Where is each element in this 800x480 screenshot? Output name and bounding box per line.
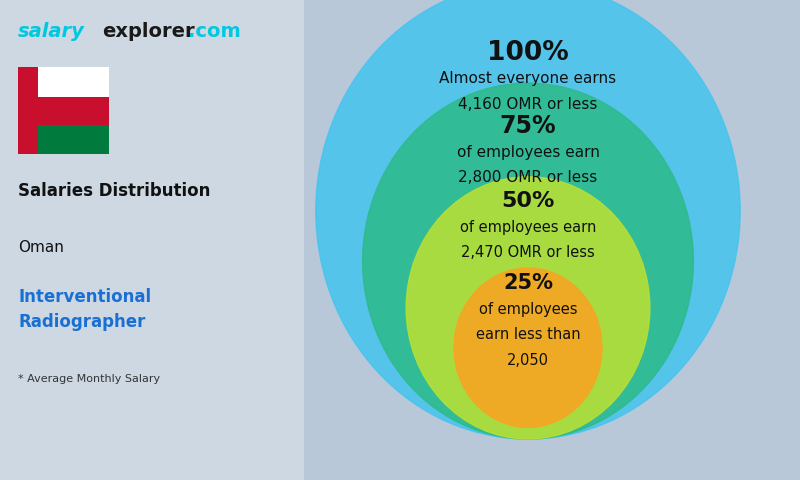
Circle shape [406,177,650,439]
Text: 2,050: 2,050 [507,353,549,368]
Text: 100%: 100% [487,40,569,66]
Text: of employees earn: of employees earn [457,144,599,160]
Text: Salaries Distribution: Salaries Distribution [18,182,210,201]
Bar [38,125,110,154]
Circle shape [316,0,740,439]
Text: * Average Monthly Salary: * Average Monthly Salary [18,374,160,384]
Text: earn less than: earn less than [476,327,580,342]
Circle shape [362,83,694,439]
Text: 2,800 OMR or less: 2,800 OMR or less [458,170,598,185]
Text: .com: .com [189,22,242,41]
Text: 2,470 OMR or less: 2,470 OMR or less [461,245,595,260]
Bar [18,67,38,154]
Bar [38,67,110,96]
Text: 4,160 OMR or less: 4,160 OMR or less [458,96,598,112]
Text: 25%: 25% [503,273,553,293]
Text: salary: salary [18,22,85,41]
Text: explorer: explorer [102,22,194,41]
Text: Oman: Oman [18,240,64,255]
Text: of employees earn: of employees earn [460,220,596,235]
Circle shape [454,268,602,427]
Text: 75%: 75% [500,114,556,138]
Text: of employees: of employees [478,301,578,317]
Text: 50%: 50% [502,192,554,211]
Text: Interventional
Radiographer: Interventional Radiographer [18,288,151,331]
Bar [38,96,110,125]
Text: Almost everyone earns: Almost everyone earns [439,71,617,86]
